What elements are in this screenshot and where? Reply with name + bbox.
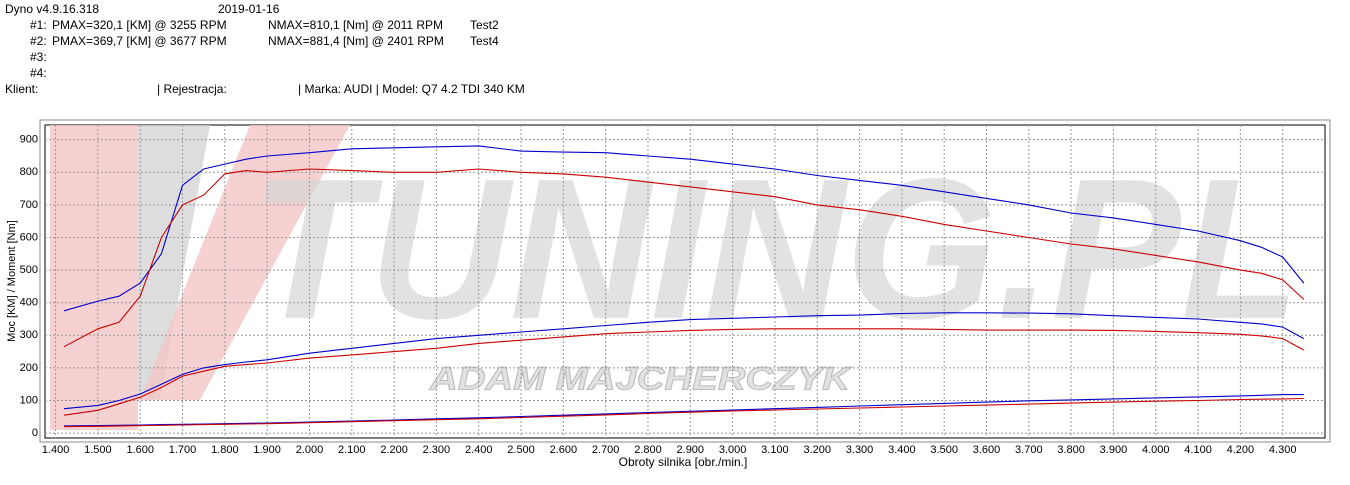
date: 2019-01-16: [218, 2, 280, 16]
x-tick-label: 3.400: [888, 444, 916, 456]
x-tick-label: 1.600: [126, 444, 154, 456]
x-tick-label: 2.200: [380, 444, 408, 456]
client: Klient:: [5, 82, 38, 96]
curve: [63, 312, 1305, 410]
run-id: #3:: [30, 50, 47, 64]
x-tick-label: 4.200: [1227, 444, 1255, 456]
y-tick-label: 500: [20, 264, 38, 276]
run-nmax: NMAX=881,4 [Nm] @ 2401 RPM: [268, 34, 444, 48]
run-id: #2:: [30, 34, 47, 48]
x-tick-label: 4.300: [1269, 444, 1297, 456]
y-tick-label: 900: [20, 134, 38, 146]
y-tick-label: 700: [20, 199, 38, 211]
x-tick-label: 1.500: [84, 444, 112, 456]
x-tick-label: 2.900: [677, 444, 705, 456]
y-tick-label: 400: [20, 297, 38, 309]
chart-frame: [39, 119, 1331, 443]
logo-v: [50, 125, 138, 430]
x-tick-label: 3.100: [761, 444, 789, 456]
curve: [63, 328, 1305, 416]
run-id: #1:: [30, 18, 47, 32]
vehicle: | Marka: AUDI | Model: Q7 4.2 TDI 340 KM: [298, 82, 525, 96]
x-tick-label: 3.500: [930, 444, 958, 456]
x-tick-label: 2.500: [507, 444, 535, 456]
curve: [63, 168, 1305, 348]
x-tick-label: 2.800: [634, 444, 662, 456]
run-id: #4:: [30, 66, 47, 80]
x-tick-label: 3.800: [1057, 444, 1085, 456]
y-tick-label: 200: [20, 362, 38, 374]
x-tick-label: 3.600: [973, 444, 1001, 456]
x-tick-label: 2.600: [550, 444, 578, 456]
x-tick-label: 1.800: [211, 444, 239, 456]
run-test: Test4: [470, 34, 499, 48]
x-tick-label: 4.000: [1142, 444, 1170, 456]
x-tick-label: 3.200: [803, 444, 831, 456]
x-tick-label: 2.100: [338, 444, 366, 456]
x-tick-label: 1.700: [169, 444, 197, 456]
y-tick-label: 300: [20, 329, 38, 341]
run-pmax: PMAX=369,7 [KM] @ 3677 RPM: [52, 34, 227, 48]
curve: [63, 397, 1304, 428]
y-tick-label: 100: [20, 394, 38, 406]
x-axis-label: Obroty silnika [obr./min.]: [619, 455, 748, 469]
logo-v: [140, 125, 350, 400]
y-tick-label: 800: [20, 166, 38, 178]
x-tick-label: 1.400: [42, 444, 70, 456]
logo-v: [138, 125, 210, 400]
software: Dyno v4.9.16.318: [5, 2, 99, 16]
x-tick-label: 3.000: [719, 444, 747, 456]
y-axis-label: Moc [KM] / Moment [Nm]: [6, 220, 18, 342]
y-tick-label: 0: [32, 427, 38, 439]
y-tick-label: 600: [20, 231, 38, 243]
x-tick-label: 3.900: [1100, 444, 1128, 456]
curve: [63, 394, 1304, 427]
x-tick-label: 2.700: [592, 444, 620, 456]
run-nmax: NMAX=810,1 [Nm] @ 2011 RPM: [268, 18, 443, 32]
x-tick-label: 3.700: [1015, 444, 1043, 456]
run-test: Test2: [470, 18, 499, 32]
x-tick-label: 4.100: [1184, 444, 1212, 456]
curve: [63, 145, 1305, 312]
x-tick-label: 2.300: [423, 444, 451, 456]
run-pmax: PMAX=320,1 [KM] @ 3255 RPM: [52, 18, 227, 32]
logo-author: ADAM MAJCHERCZYK: [429, 360, 854, 396]
registration: | Rejestracja:: [157, 82, 227, 96]
x-tick-label: 1.900: [253, 444, 281, 456]
x-tick-label: 3.300: [846, 444, 874, 456]
x-tick-label: 2.400: [465, 444, 493, 456]
x-tick-label: 2.000: [296, 444, 324, 456]
